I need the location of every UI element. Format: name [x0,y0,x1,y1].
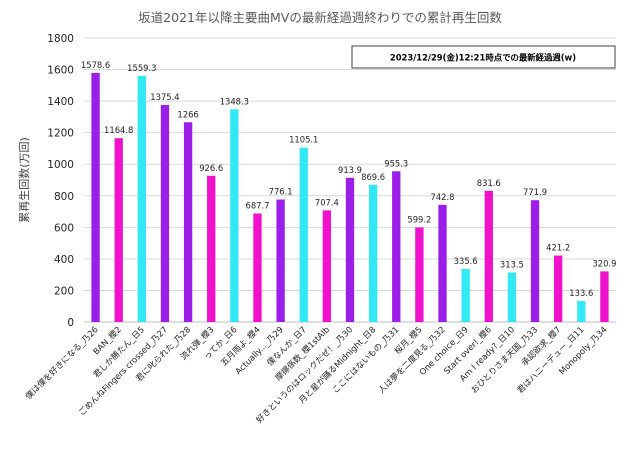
data-label: 1559.3 [127,63,156,73]
data-label: 1105.1 [289,135,318,145]
bar [507,272,517,322]
bar [276,199,285,322]
data-label: 335.6 [454,256,478,266]
y-tick-label: 400 [54,254,74,266]
annotation-box: 2023/12/29(金)12:21時点での最新経過週(w) [351,45,616,69]
data-label: 869.6 [361,172,385,182]
data-label: 926.6 [199,163,223,173]
y-axis: 0 200 400 600 800 1000 1200 1400 1600 1800 [47,33,74,329]
bar [183,122,193,323]
bar [415,227,424,322]
bar [137,75,146,322]
data-label: 1348.3 [220,96,249,106]
bar [160,104,170,322]
x-axis: 僕は僕を好きになる_乃26BAN_櫻2君しか勝たん_日5ごめんねFingers … [23,324,609,424]
data-labels: 1578.6 1164.8 1559.3 1375.4 1266 926.6 1348.3 6… [81,60,617,298]
y-tick-label: 1000 [47,159,74,171]
data-label: 707.4 [315,197,339,207]
bar [299,147,308,322]
data-label: 913.9 [338,165,362,175]
bar [461,269,470,322]
data-label: 687.7 [245,200,269,210]
bar [345,177,355,322]
bar [91,72,100,322]
y-tick-label: 200 [54,285,74,297]
y-tick-label: 0 [67,317,74,329]
y-tick-label: 1200 [47,128,74,140]
y-tick-label: 1600 [47,65,74,77]
data-label: 421.2 [546,243,570,253]
data-label: 1266 [177,109,198,119]
bar [207,175,216,322]
bar [230,109,239,322]
x-tick-label: 僕は僕を好きになる_乃26 [23,324,100,401]
bar [322,210,332,322]
y-tick-label: 800 [54,191,74,203]
data-label: 1578.6 [81,60,110,70]
data-label: 771.9 [523,187,547,197]
bar [577,300,586,322]
y-axis-label: 累再生回数(万回) [17,137,31,223]
data-label: 320.9 [592,258,616,268]
data-label: 133.6 [569,288,593,298]
bar [484,190,493,322]
bar [438,204,447,322]
data-label: 1164.8 [104,125,133,135]
y-tick-label: 600 [54,222,74,234]
annotation-text: 2023/12/29(金)12:21時点での最新経過週(w) [390,53,576,63]
data-label: 599.2 [407,214,431,224]
data-label: 1375.4 [150,92,179,102]
data-label: 955.3 [384,158,408,168]
chart-title: 坂道2021年以降主要曲MVの最新経過週終わりでの累計再生回数 [138,10,502,25]
bars [91,72,609,323]
y-tick-label: 1800 [47,33,74,45]
bar [253,213,262,322]
bar [392,171,401,322]
bar [114,138,123,322]
bar [368,184,378,322]
bar [530,200,540,322]
data-label: 776.1 [269,187,293,197]
bar [600,271,609,322]
bar [554,255,563,322]
data-label: 831.6 [477,178,501,188]
data-label: 313.5 [500,260,524,270]
y-tick-label: 1400 [47,96,74,108]
data-label: 742.8 [431,192,455,202]
